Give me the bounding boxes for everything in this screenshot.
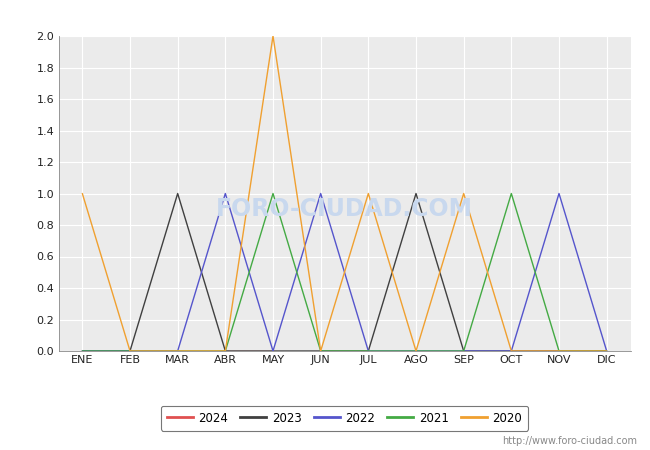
Text: http://www.foro-ciudad.com: http://www.foro-ciudad.com bbox=[502, 436, 637, 446]
Text: FORO-CIUDAD.COM: FORO-CIUDAD.COM bbox=[216, 197, 473, 221]
Legend: 2024, 2023, 2022, 2021, 2020: 2024, 2023, 2022, 2021, 2020 bbox=[161, 406, 528, 431]
Text: Matriculaciones de Vehiculos en Azlor: Matriculaciones de Vehiculos en Azlor bbox=[181, 11, 469, 26]
